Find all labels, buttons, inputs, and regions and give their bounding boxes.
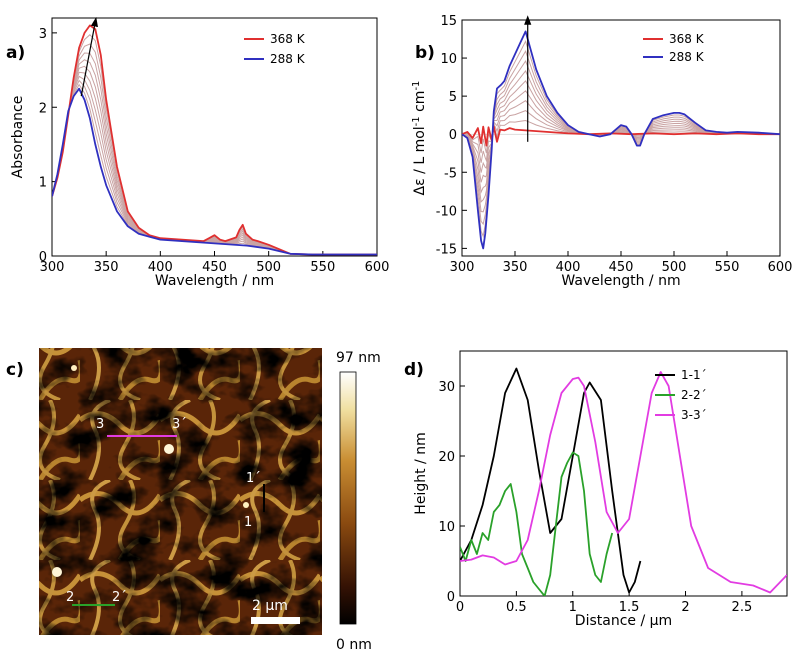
afm-marker-3prime: 3´ [172,417,187,432]
afm-texture [39,348,322,635]
legend-label: 1-1´ [681,368,707,382]
x-tick-label: 350 [94,260,119,275]
y-tick-label: -15 [436,242,457,257]
chart-a-absorbance: 300 350 400 450 500 550 600 0 1 2 3 Wavelength / nm… [10,17,390,289]
afm-particle [164,444,174,454]
y-tick-label: 0 [447,590,455,605]
panel-label-d: d) [404,360,424,380]
y-tick-label: 10 [438,520,455,535]
x-tick-label: 2 [681,600,689,615]
plot-frame [461,19,781,257]
panel-label-a: a) [6,43,25,63]
x-tick-label: 1 [569,600,577,615]
x-axis-label: Wavelength / nm [155,273,274,289]
afm-marker-1: 1 [244,515,252,530]
scale-bar [251,617,300,624]
afm-marker-1prime: 1´ [246,471,261,486]
x-tick-label: 0.5 [506,600,527,615]
y-tick-label: 2 [39,101,47,116]
x-tick-label: 300 [40,260,65,275]
y-tick-label: 1 [39,176,47,191]
x-tick-label: 450 [202,260,227,275]
x-tick-label: 0 [456,600,464,615]
y-tick-label: 3 [39,27,47,42]
afm-particle [71,365,77,371]
afm-image-panel: 3 3´ 1´ 1 2 2´ 2 µm [39,348,322,635]
afm-colorbar: 97 nm 0 nm [336,350,381,653]
series-line-288K [462,30,780,250]
x-tick-label: 1.5 [619,600,640,615]
colorbar-gradient [339,371,357,625]
y-axis-label: Height / nm [413,432,429,514]
y-tick-label: 10 [440,52,457,67]
x-axis-label: Wavelength / nm [561,273,680,289]
x-tick-label: 500 [662,260,687,275]
legend-label: 2-2´ [681,388,707,402]
series-line-288K [52,87,377,256]
x-tick-label: 550 [715,260,740,275]
colorbar-max-label: 97 nm [336,350,381,366]
plot-frame [459,350,788,597]
afm-marker-2: 2 [66,590,74,605]
legend-label: 288 K [669,50,705,64]
x-tick-label: 500 [256,260,281,275]
panel-label-b: b) [415,43,435,63]
intermediate-temperature-curve [52,65,377,255]
x-tick-label: 600 [768,260,793,275]
x-tick-label: 600 [365,260,390,275]
scale-bar-label: 2 µm [252,598,288,614]
y-tick-label: 0 [39,250,47,265]
legend-label: 368 K [669,32,705,46]
series-line-22 [460,451,614,596]
intermediate-temperature-curve [462,100,780,173]
y-tick-label: 0 [449,128,457,143]
intermediate-temperature-curve [52,43,377,255]
y-tick-label: 5 [449,90,457,105]
series-line-33 [460,371,787,594]
series-line-368K [52,24,377,256]
afm-marker-3: 3 [96,417,104,432]
series-line-368K [462,125,780,147]
intermediate-temperature-curve [462,39,780,239]
intermediate-temperature-curve [462,50,780,226]
intermediate-temperature-curve [462,60,780,213]
x-tick-label: 450 [609,260,634,275]
x-tick-label: 2.5 [732,600,753,615]
y-tick-label: -5 [444,166,457,181]
x-tick-label: 400 [556,260,581,275]
y-tick-label: 30 [438,380,455,395]
intermediate-temperature-curve [462,90,780,183]
y-tick-label: 15 [440,14,457,29]
plot-area [460,367,787,596]
y-axis-label: Δε / L mol-1 cm-1 [411,81,429,196]
legend-label: 288 K [270,52,306,66]
y-tick-label: 20 [438,450,455,465]
trend-arrow [80,17,98,97]
intermediate-temperature-curve [462,70,780,203]
x-tick-label: 400 [148,260,173,275]
afm-particle [243,502,249,508]
colorbar-min-label: 0 nm [336,637,372,653]
intermediate-temperature-curve [462,80,780,194]
x-axis-label: Distance / µm [575,613,672,629]
panel-label-c: c) [6,360,24,380]
x-tick-label: 550 [310,260,335,275]
x-tick-label: 350 [503,260,528,275]
chart-b-cd-spectrum: 300 350 400 450 500 550 600 -15 -10 -5 0 5 10 15 Wavel… [411,14,793,289]
y-axis-label: Absorbance [10,96,26,179]
x-tick-label: 300 [450,260,475,275]
chart-d-height-profile: 0 0.5 1 1.5 2 2.5 0 10 20 30 Distance / µm Height /… [413,350,788,629]
legend-label: 3-3´ [681,408,707,422]
plot-area [462,30,780,250]
y-tick-label: -10 [436,204,457,219]
afm-particle [52,567,62,577]
intermediate-temperature-curve [462,110,780,163]
afm-marker-2prime: 2´ [112,590,127,605]
legend-label: 368 K [270,32,306,46]
plot-area [52,24,377,256]
series-line-11 [460,367,642,594]
